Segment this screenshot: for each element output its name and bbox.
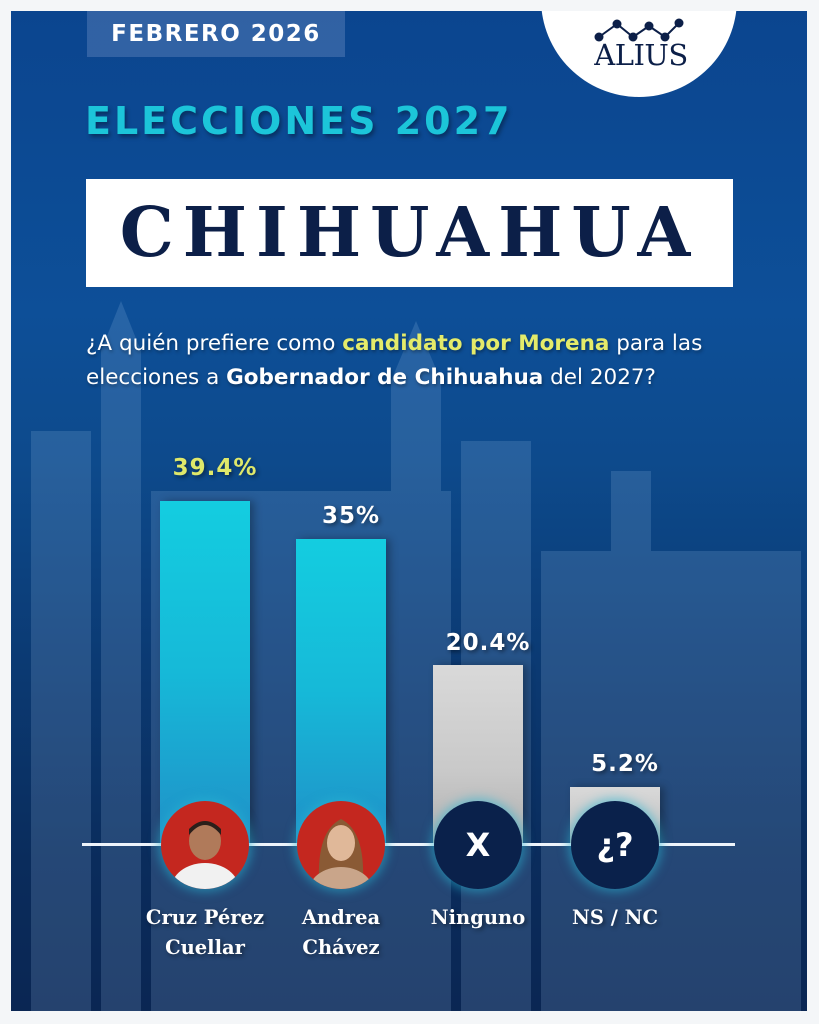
value-label: 5.2% (591, 751, 659, 777)
name-line: Andrea (301, 906, 381, 929)
question-text: para las elecciones a (86, 331, 703, 390)
question-highlight-party: candidato por Morena (342, 331, 610, 356)
subtitle-heading: ELECCIONES 2027 (85, 99, 513, 143)
chart-baseline (82, 843, 735, 846)
bar-cruz-perez-cuellar (160, 501, 250, 843)
survey-question: ¿A quién prefiere como candidato por Mor… (86, 327, 738, 395)
name-line: Cuellar (165, 936, 245, 959)
name-line: Chávez (302, 936, 380, 959)
question-text: del 2027? (543, 365, 656, 390)
page-title: CHIHUAHUA (119, 193, 700, 273)
candidate-photo-andrea-chavez (297, 801, 385, 889)
poll-card: FEBRERO 2026 ALIUS ELECCIONES 2027 CHIHU… (11, 11, 807, 1011)
x-icon: X (465, 826, 491, 864)
option-name: NS / NC (540, 903, 690, 933)
value-label: 20.4% (445, 630, 531, 656)
option-name: Ninguno (403, 903, 553, 933)
question-highlight-office: Gobernador de Chihuahua (226, 365, 544, 390)
title-box: CHIHUAHUA (86, 179, 733, 287)
person-icon (171, 821, 239, 889)
value-label: 39.4% (172, 455, 258, 481)
date-text: FEBRERO 2026 (111, 21, 321, 47)
question-text: ¿A quién prefiere como (86, 331, 343, 356)
question-mark-icon: ¿? (596, 826, 634, 864)
unknown-option-icon: ¿? (571, 801, 659, 889)
person-icon (309, 819, 373, 889)
name-line: NS / NC (572, 906, 658, 929)
date-badge: FEBRERO 2026 (87, 11, 345, 57)
bar-chart: 39.4% 35% 20.4% 5.2% X ¿? (11, 11, 807, 1011)
logo-text: ALIUS (594, 38, 688, 72)
line-chart-logo-icon (594, 18, 684, 42)
candidate-photo-cruz-perez-cuellar (161, 801, 249, 889)
bar-andrea-chavez (296, 539, 386, 843)
name-line: Ninguno (430, 906, 526, 929)
none-option-icon: X (434, 801, 522, 889)
name-line: Cruz Pérez (145, 906, 265, 929)
candidate-name: Cruz Pérez Cuellar (130, 903, 280, 963)
alius-logo: ALIUS (541, 11, 737, 97)
candidate-name: Andrea Chávez (266, 903, 416, 963)
value-label: 35% (321, 503, 381, 529)
